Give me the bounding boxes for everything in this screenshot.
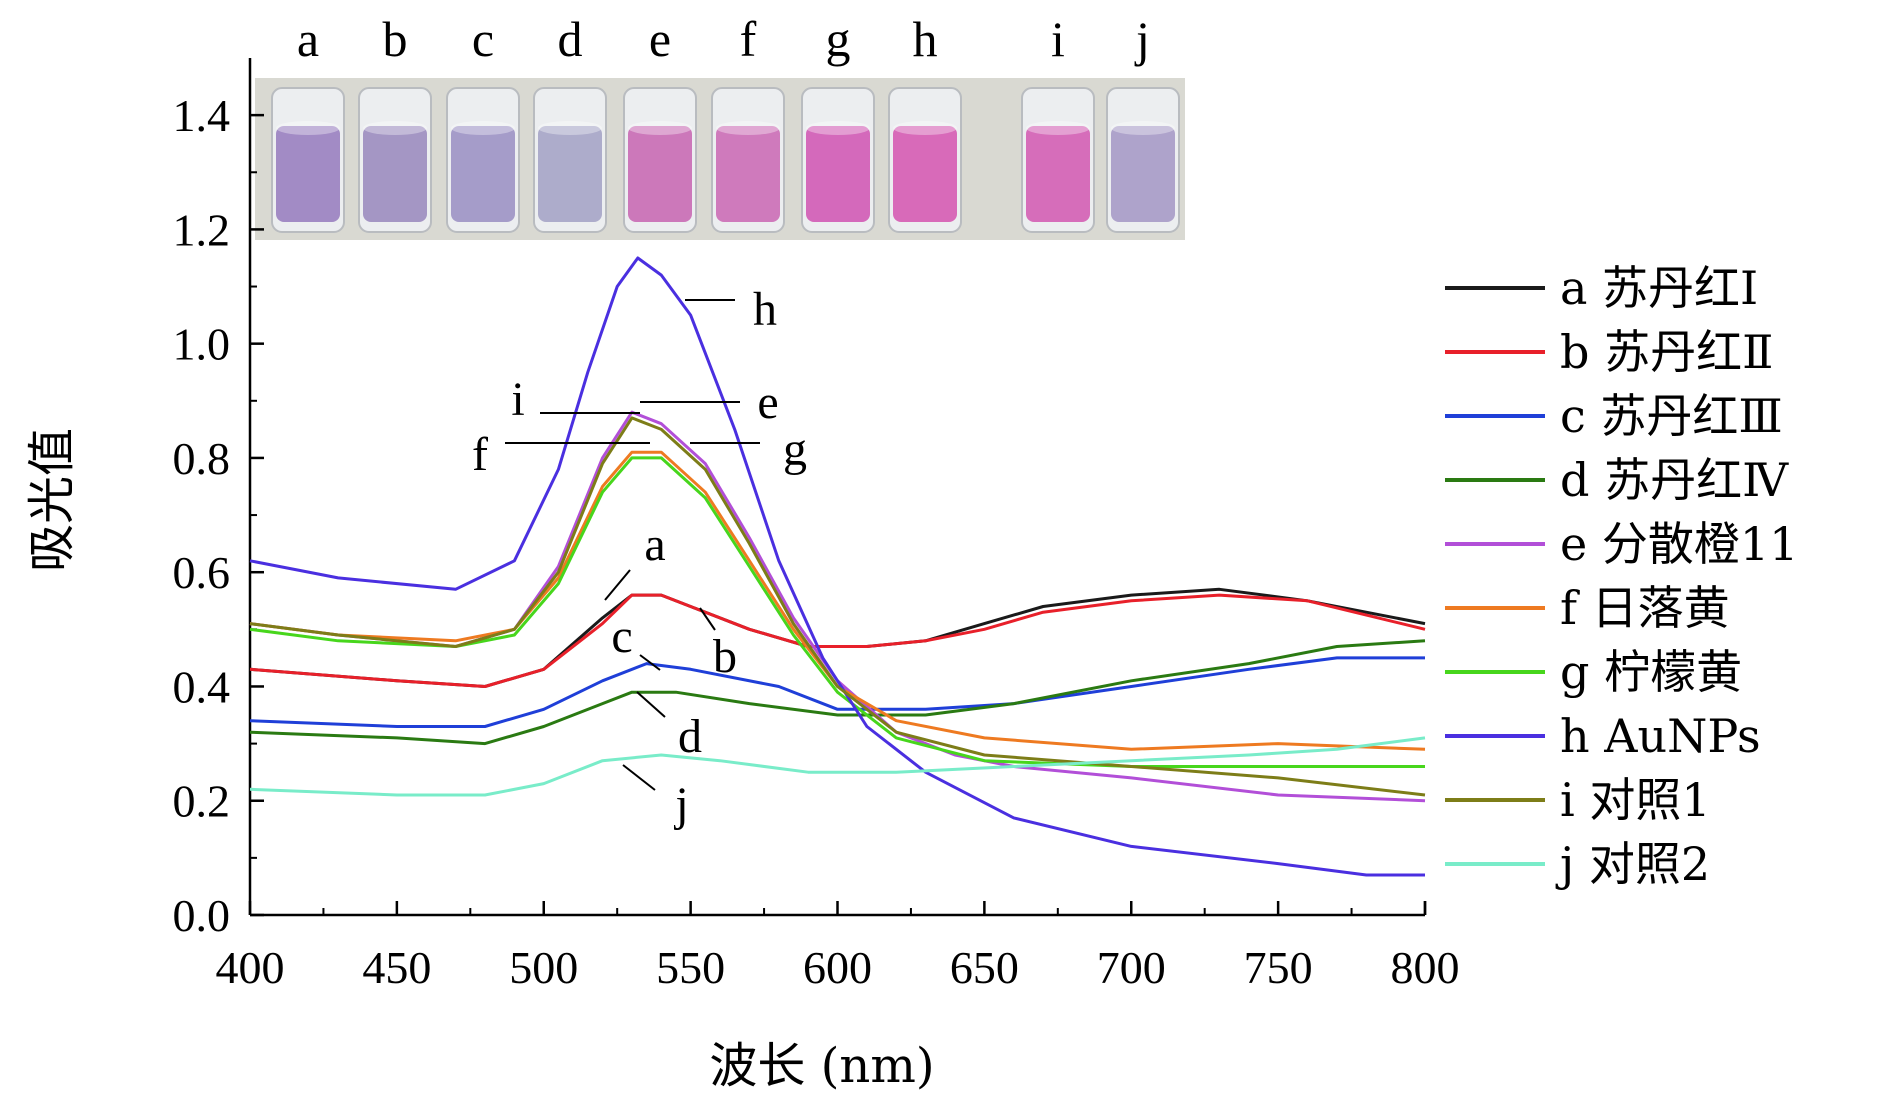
series-line — [249, 639, 1426, 746]
annotation-label: a — [644, 518, 665, 571]
y-tick-label: 1.4 — [173, 90, 231, 141]
annotation-leader — [622, 764, 656, 791]
vial-label: h — [913, 11, 938, 67]
curve-annotations: a b cd e f g h i j — [472, 283, 807, 831]
vial-label: i — [1051, 11, 1065, 67]
series-line — [249, 256, 1425, 877]
y-tick-label: 1.0 — [173, 319, 231, 370]
legend-entry: g 柠檬黄 — [1560, 645, 1742, 699]
vial-liquid — [1111, 126, 1175, 222]
annotation-leader — [604, 569, 631, 601]
y-tick-label: 0.2 — [173, 776, 231, 827]
legend-entry: c 苏丹红Ⅲ — [1560, 389, 1783, 443]
x-tick-label: 550 — [656, 942, 725, 993]
legend-entry: d 苏丹红Ⅳ — [1560, 453, 1789, 507]
vial-meniscus — [716, 121, 780, 135]
y-tick-label: 0.0 — [173, 890, 231, 941]
x-tick-label: 750 — [1244, 942, 1313, 993]
annotation-label: e — [757, 376, 778, 429]
annotation-label: c — [611, 610, 632, 663]
vial-liquid — [628, 126, 692, 222]
vial-meniscus — [1111, 121, 1175, 135]
vial-liquid — [716, 126, 780, 222]
vial-liquid — [806, 126, 870, 222]
y-axis-title: 吸光值 — [24, 428, 80, 572]
series-line — [249, 416, 1426, 797]
y-tick-label: 1.2 — [173, 204, 231, 255]
axes: 400 450 500 550 600 650 700 750 800 0.0 0.2 0.4 0.6 0… — [173, 58, 1460, 993]
annotation-label: d — [678, 710, 702, 763]
y-tick-label: 0.6 — [173, 547, 231, 598]
vial-label: a — [297, 11, 319, 67]
annotation-leader — [639, 654, 661, 671]
x-tick-label: 500 — [509, 942, 578, 993]
legend-entry: j 对照2 — [1555, 837, 1710, 891]
vial-meniscus — [276, 121, 340, 135]
vial — [1021, 87, 1095, 233]
vial — [446, 87, 520, 233]
vial — [271, 87, 345, 233]
annotation-label: i — [511, 373, 524, 426]
vial-meniscus — [451, 121, 515, 135]
legend-entry: a 苏丹红Ⅰ — [1560, 261, 1758, 315]
legend-entry: h AuNPs — [1560, 709, 1761, 763]
x-tick-label: 800 — [1391, 942, 1460, 993]
vial-label: e — [649, 11, 671, 67]
vial-meniscus — [1026, 121, 1090, 135]
x-tick-label: 600 — [803, 942, 872, 993]
annotation-label: b — [713, 630, 737, 683]
vial-liquid — [893, 126, 957, 222]
legend-entry: f 日落黄 — [1560, 581, 1730, 635]
x-tick-label: 700 — [1097, 942, 1166, 993]
annotation-leader — [636, 691, 666, 718]
series-line — [249, 410, 1426, 803]
vial-liquid — [451, 126, 515, 222]
annotation-label: g — [783, 423, 807, 476]
vial-label: c — [472, 11, 494, 67]
vial — [1106, 87, 1180, 233]
vial — [533, 87, 607, 233]
annotation-leader — [699, 607, 716, 631]
vial-label: g — [826, 11, 851, 67]
series-line — [249, 736, 1426, 797]
vial-label: d — [558, 11, 583, 67]
vial-meniscus — [363, 121, 427, 135]
series-line — [249, 450, 1426, 751]
x-axis-title: 波长 (nm) — [709, 1038, 934, 1094]
vial-meniscus — [893, 121, 957, 135]
series-line — [249, 593, 1426, 688]
x-tick-label: 450 — [362, 942, 431, 993]
annotation-label: f — [472, 428, 488, 481]
vial-liquid — [1026, 126, 1090, 222]
legend: a 苏丹红Ⅰ b 苏丹红Ⅱ c 苏丹红Ⅲ d 苏丹红Ⅳ e 分散橙11 f 日落黄 g 柠檬… — [1445, 261, 1798, 891]
x-tick-label: 650 — [950, 942, 1019, 993]
annotation-label: j — [673, 778, 688, 831]
vial — [801, 87, 875, 233]
x-tick-label: 400 — [216, 942, 285, 993]
legend-entry: e 分散橙11 — [1560, 517, 1798, 571]
vial-label: b — [383, 11, 408, 67]
series-line — [249, 456, 1425, 768]
vial — [358, 87, 432, 233]
series-line — [249, 656, 1425, 728]
vial — [623, 87, 697, 233]
vial-meniscus — [538, 121, 602, 135]
legend-entry: i 对照1 — [1560, 773, 1711, 827]
series-lines — [249, 256, 1426, 877]
vial-meniscus — [806, 121, 870, 135]
vial-label: j — [1134, 11, 1150, 67]
legend-entry: b 苏丹红Ⅱ — [1560, 325, 1773, 379]
vial-photo-inset: a b c d e f g h i j — [255, 11, 1185, 240]
y-tick-label: 0.8 — [173, 433, 231, 484]
y-tick-label: 0.4 — [173, 661, 231, 712]
annotation-label: h — [753, 283, 777, 336]
vial-liquid — [276, 126, 340, 222]
vial-liquid — [363, 126, 427, 222]
vial-liquid — [538, 126, 602, 222]
vial — [888, 87, 962, 233]
vial-meniscus — [628, 121, 692, 135]
vial — [711, 87, 785, 233]
vial-label: f — [740, 11, 757, 67]
